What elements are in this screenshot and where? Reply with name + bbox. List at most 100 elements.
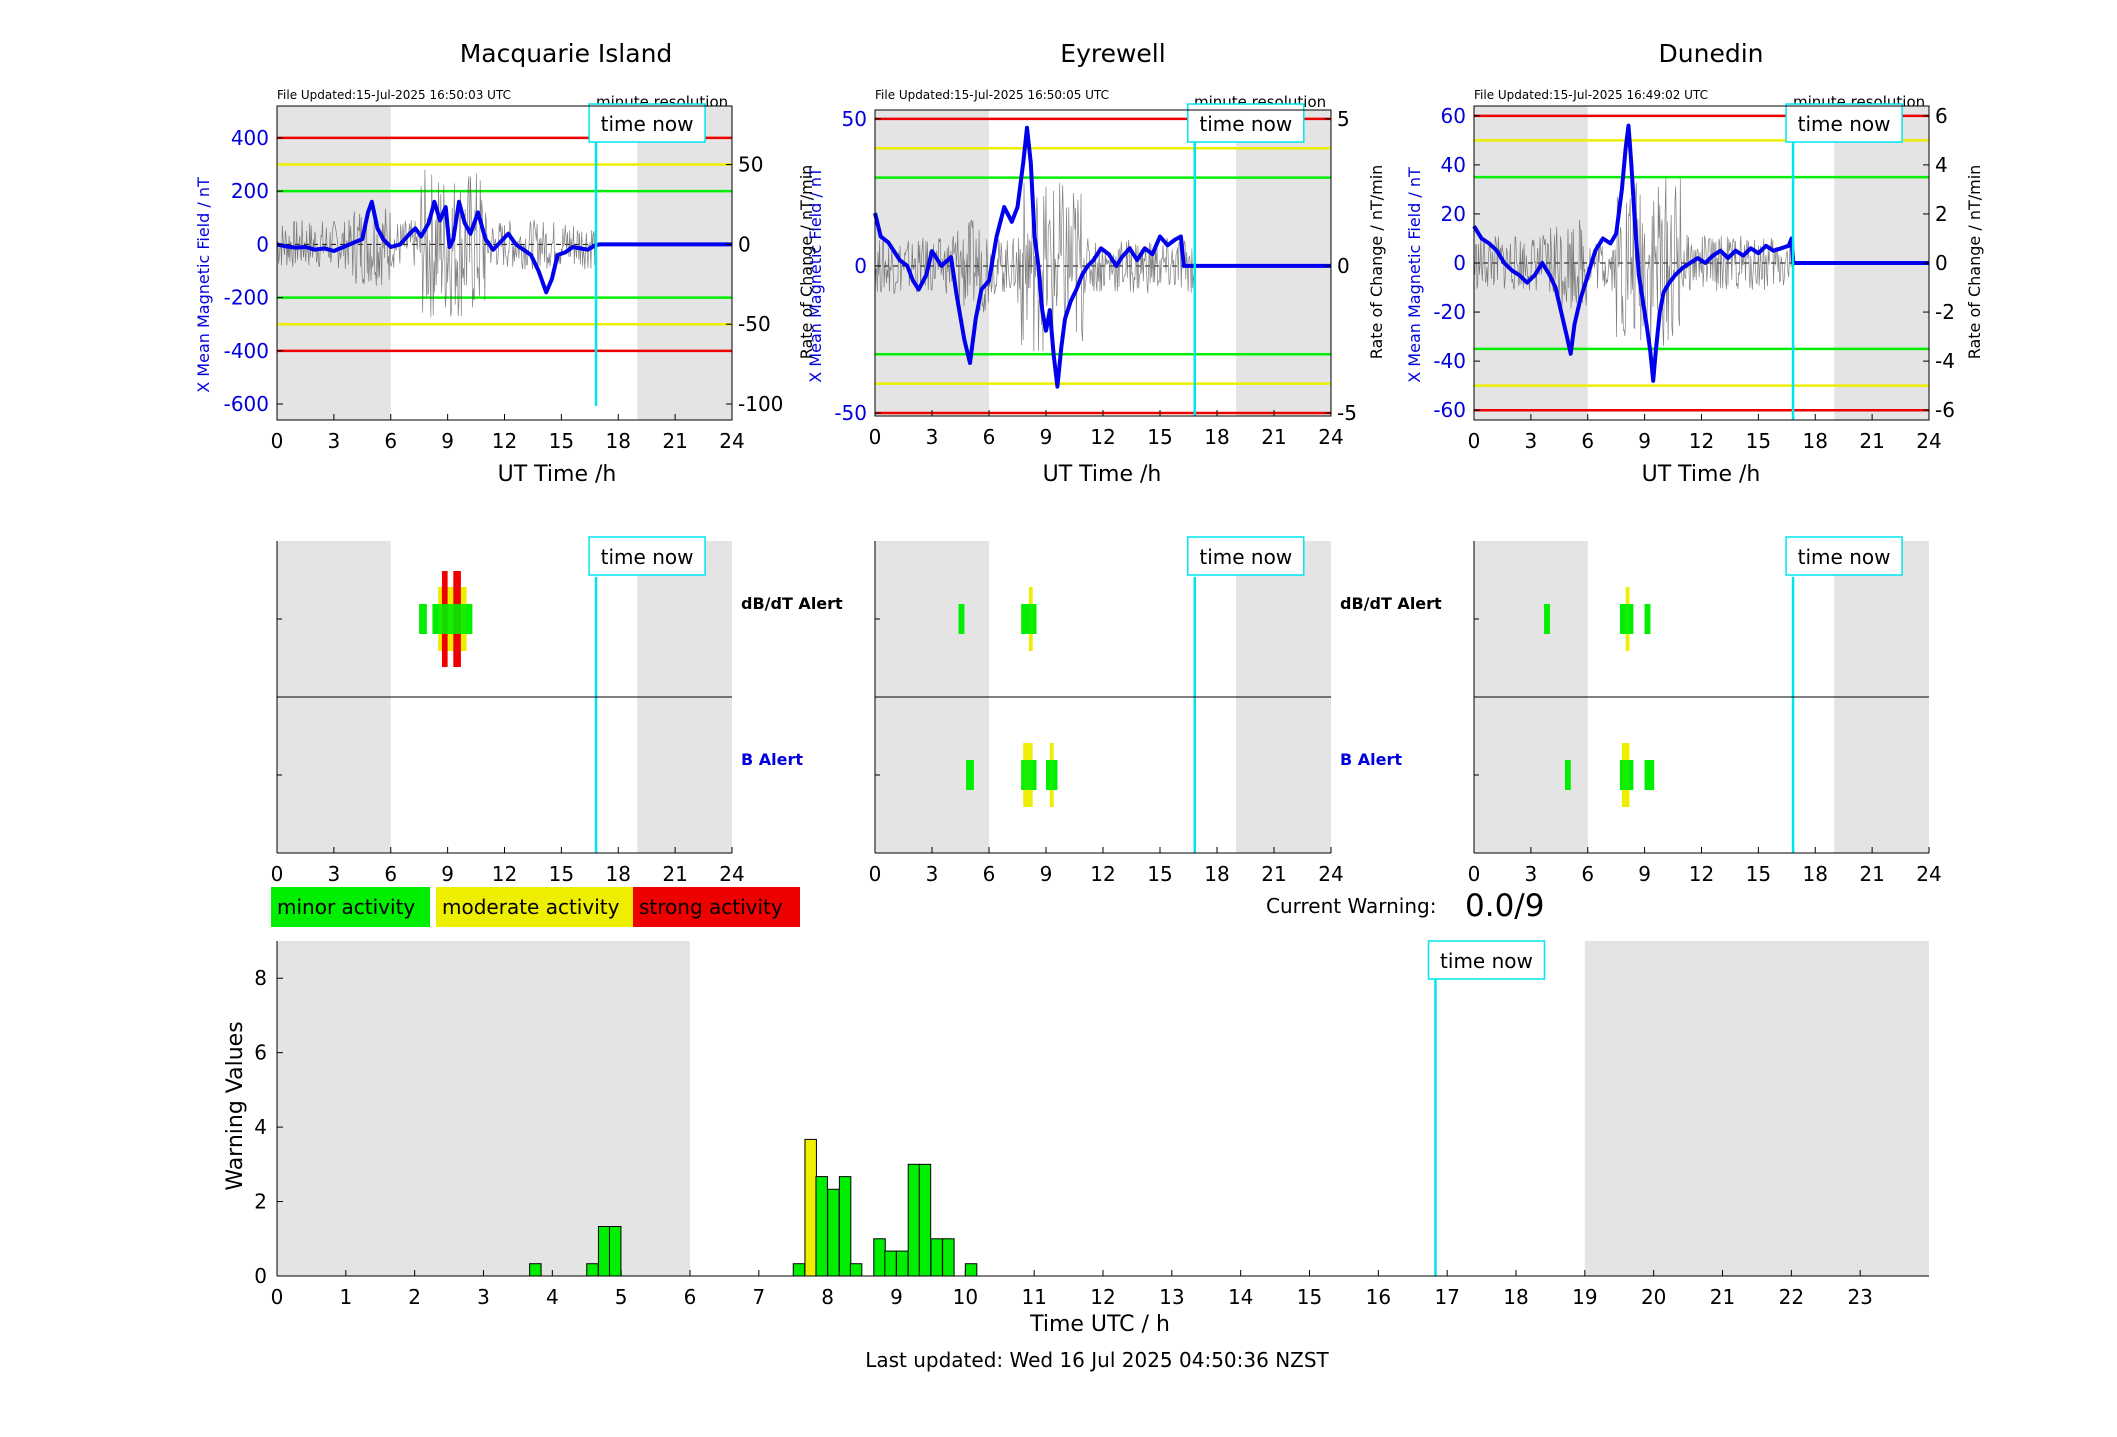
dunedin-alert-x-tick-label: 24 [1916, 862, 1941, 886]
b-alert-label-eyrewell: B Alert [1340, 750, 1402, 769]
macquarie-x-tick-label: 0 [271, 429, 284, 453]
warning-bar [907, 1163, 921, 1277]
warning-x-tick-label: 9 [890, 1285, 903, 1309]
eyrewell-alert-x-tick-label: 21 [1261, 862, 1286, 886]
dbdt-alert-label-macquarie: dB/dT Alert [741, 594, 843, 613]
dunedin-right-tick-label: 0 [1935, 251, 1948, 275]
warning-x-tick-label: 22 [1779, 1285, 1804, 1309]
macquarie-right-tick-label: 50 [738, 153, 763, 177]
dunedin-dbdt-alert-core [1544, 604, 1550, 634]
eyrewell-b-alert-core [1021, 760, 1037, 790]
bottom-x-axis-label: Time UTC / h [1029, 1312, 1170, 1337]
dunedin-alert-x-tick-label: 9 [1638, 862, 1651, 886]
eyrewell-x-tick-label: 18 [1204, 425, 1229, 449]
warning-x-tick-label: 0 [271, 1285, 284, 1309]
current-warning-value: 0.0/9 [1465, 888, 1544, 924]
eyrewell-x-tick-label: 12 [1090, 425, 1115, 449]
macquarie-night-shade-1 [637, 106, 732, 420]
eyrewell-x-tick-label: 15 [1147, 425, 1172, 449]
warning-x-tick-label: 2 [408, 1285, 421, 1309]
warning-time-now-label-text: time now [1440, 949, 1533, 973]
macquarie-alert-x-tick-label: 18 [606, 862, 631, 886]
field-axis-label-eyrewell: X Mean Magnetic Field / nT [806, 167, 825, 383]
macquarie-x-tick-label: 3 [328, 429, 341, 453]
dunedin-left-tick-label: 20 [1441, 202, 1466, 226]
dunedin-left-tick-label: -60 [1433, 398, 1466, 422]
station-title-macquarie: Macquarie Island [460, 39, 673, 68]
eyrewell-x-tick-label: 9 [1040, 425, 1053, 449]
eyrewell-right-tick-label: 5 [1337, 107, 1350, 131]
warning-bar [896, 1250, 909, 1277]
macquarie-x-tick-label: 18 [606, 429, 631, 453]
warning-bar [827, 1188, 840, 1277]
macquarie-right-tick-label: 0 [738, 232, 751, 256]
warning-bar [838, 1176, 852, 1277]
warning-x-tick-label: 6 [684, 1285, 697, 1309]
dunedin-alert-x-tick-label: 21 [1859, 862, 1884, 886]
dunedin-dbdt-alert-core [1619, 604, 1634, 634]
warning-x-tick-label: 23 [1847, 1285, 1872, 1309]
warning-bar [608, 1225, 622, 1277]
eyrewell-right-tick-label: -5 [1337, 401, 1357, 425]
warning-bar [849, 1263, 863, 1277]
eyrewell-alert-x-tick-label: 3 [926, 862, 939, 886]
eyrewell-alert-x-tick-label: 9 [1040, 862, 1053, 886]
warning-x-tick-label: 10 [953, 1285, 978, 1309]
macquarie-alert-x-tick-label: 9 [441, 862, 454, 886]
warning-bar [597, 1225, 611, 1277]
file-updated-dunedin: File Updated:15-Jul-2025 16:49:02 UTC [1474, 88, 1708, 102]
warning-x-tick-label: 19 [1572, 1285, 1597, 1309]
dunedin-x-tick-label: 0 [1468, 429, 1481, 453]
eyrewell-dbdt-alert-core [1021, 604, 1037, 634]
warning-x-tick-label: 17 [1434, 1285, 1459, 1309]
rate-axis-label-dunedin: Rate of Change / nT/min [1965, 165, 1984, 360]
macquarie-alert-time-now-label-text: time now [601, 545, 694, 569]
dunedin-field-line [1472, 123, 1929, 383]
macquarie-left-tick-label: 400 [231, 126, 269, 150]
macquarie-alert-x-tick-label: 3 [328, 862, 341, 886]
macquarie-left-tick-label: -600 [224, 392, 269, 416]
x-axis-label-eyrewell: UT Time /h [1043, 462, 1162, 487]
legend-strong-swatch [633, 887, 800, 927]
dunedin-alert-x-tick-label: 0 [1468, 862, 1481, 886]
eyrewell-alert-x-tick-label: 6 [983, 862, 996, 886]
legend-moderate-label: moderate activity [442, 895, 620, 919]
station-title-dunedin: Dunedin [1659, 39, 1764, 68]
dunedin-right-tick-label: 6 [1935, 104, 1948, 128]
eyrewell-b-alert-core [1046, 760, 1058, 790]
field-axis-label-dunedin: X Mean Magnetic Field / nT [1405, 167, 1424, 383]
eyrewell-x-tick-label: 24 [1318, 425, 1343, 449]
eyrewell-field-line [873, 125, 1331, 389]
dunedin-right-tick-label: 4 [1935, 153, 1948, 177]
warning-bar [815, 1176, 828, 1277]
dunedin-alert-x-tick-label: 12 [1689, 862, 1714, 886]
bottom-y-axis-label: Warning Values [223, 1021, 248, 1190]
dunedin-dbdt-alert-core [1644, 604, 1651, 634]
eyrewell-night-shade-1 [1236, 110, 1331, 416]
macquarie-x-tick-label: 15 [549, 429, 574, 453]
macquarie-x-tick-label: 21 [662, 429, 687, 453]
macquarie-alert-x-tick-label: 15 [549, 862, 574, 886]
macquarie-x-tick-label: 9 [441, 429, 454, 453]
eyrewell-night-shade-0 [875, 110, 989, 416]
warning-y-tick-label: 0 [254, 1264, 267, 1288]
macquarie-left-tick-label: 200 [231, 179, 269, 203]
eyrewell-left-tick-label: -50 [834, 401, 867, 425]
warning-x-tick-label: 7 [752, 1285, 765, 1309]
dunedin-x-tick-label: 6 [1581, 429, 1594, 453]
file-updated-macquarie: File Updated:15-Jul-2025 16:50:03 UTC [277, 88, 511, 102]
dunedin-left-tick-label: 40 [1441, 153, 1466, 177]
macquarie-alert-x-tick-label: 0 [271, 862, 284, 886]
warning-bar [792, 1263, 806, 1277]
eyrewell-right-tick-label: 0 [1337, 254, 1350, 278]
dunedin-alert-time-now-label-text: time now [1798, 545, 1891, 569]
warning-x-tick-label: 16 [1366, 1285, 1391, 1309]
dunedin-alert-x-tick-label: 6 [1581, 862, 1594, 886]
macquarie-right-tick-label: -50 [738, 312, 771, 336]
warning-night-shade-0 [277, 941, 690, 1276]
warning-bar [586, 1263, 599, 1277]
dunedin-x-tick-label: 18 [1803, 429, 1828, 453]
warning-bar [804, 1138, 817, 1277]
macquarie-x-tick-label: 6 [384, 429, 397, 453]
